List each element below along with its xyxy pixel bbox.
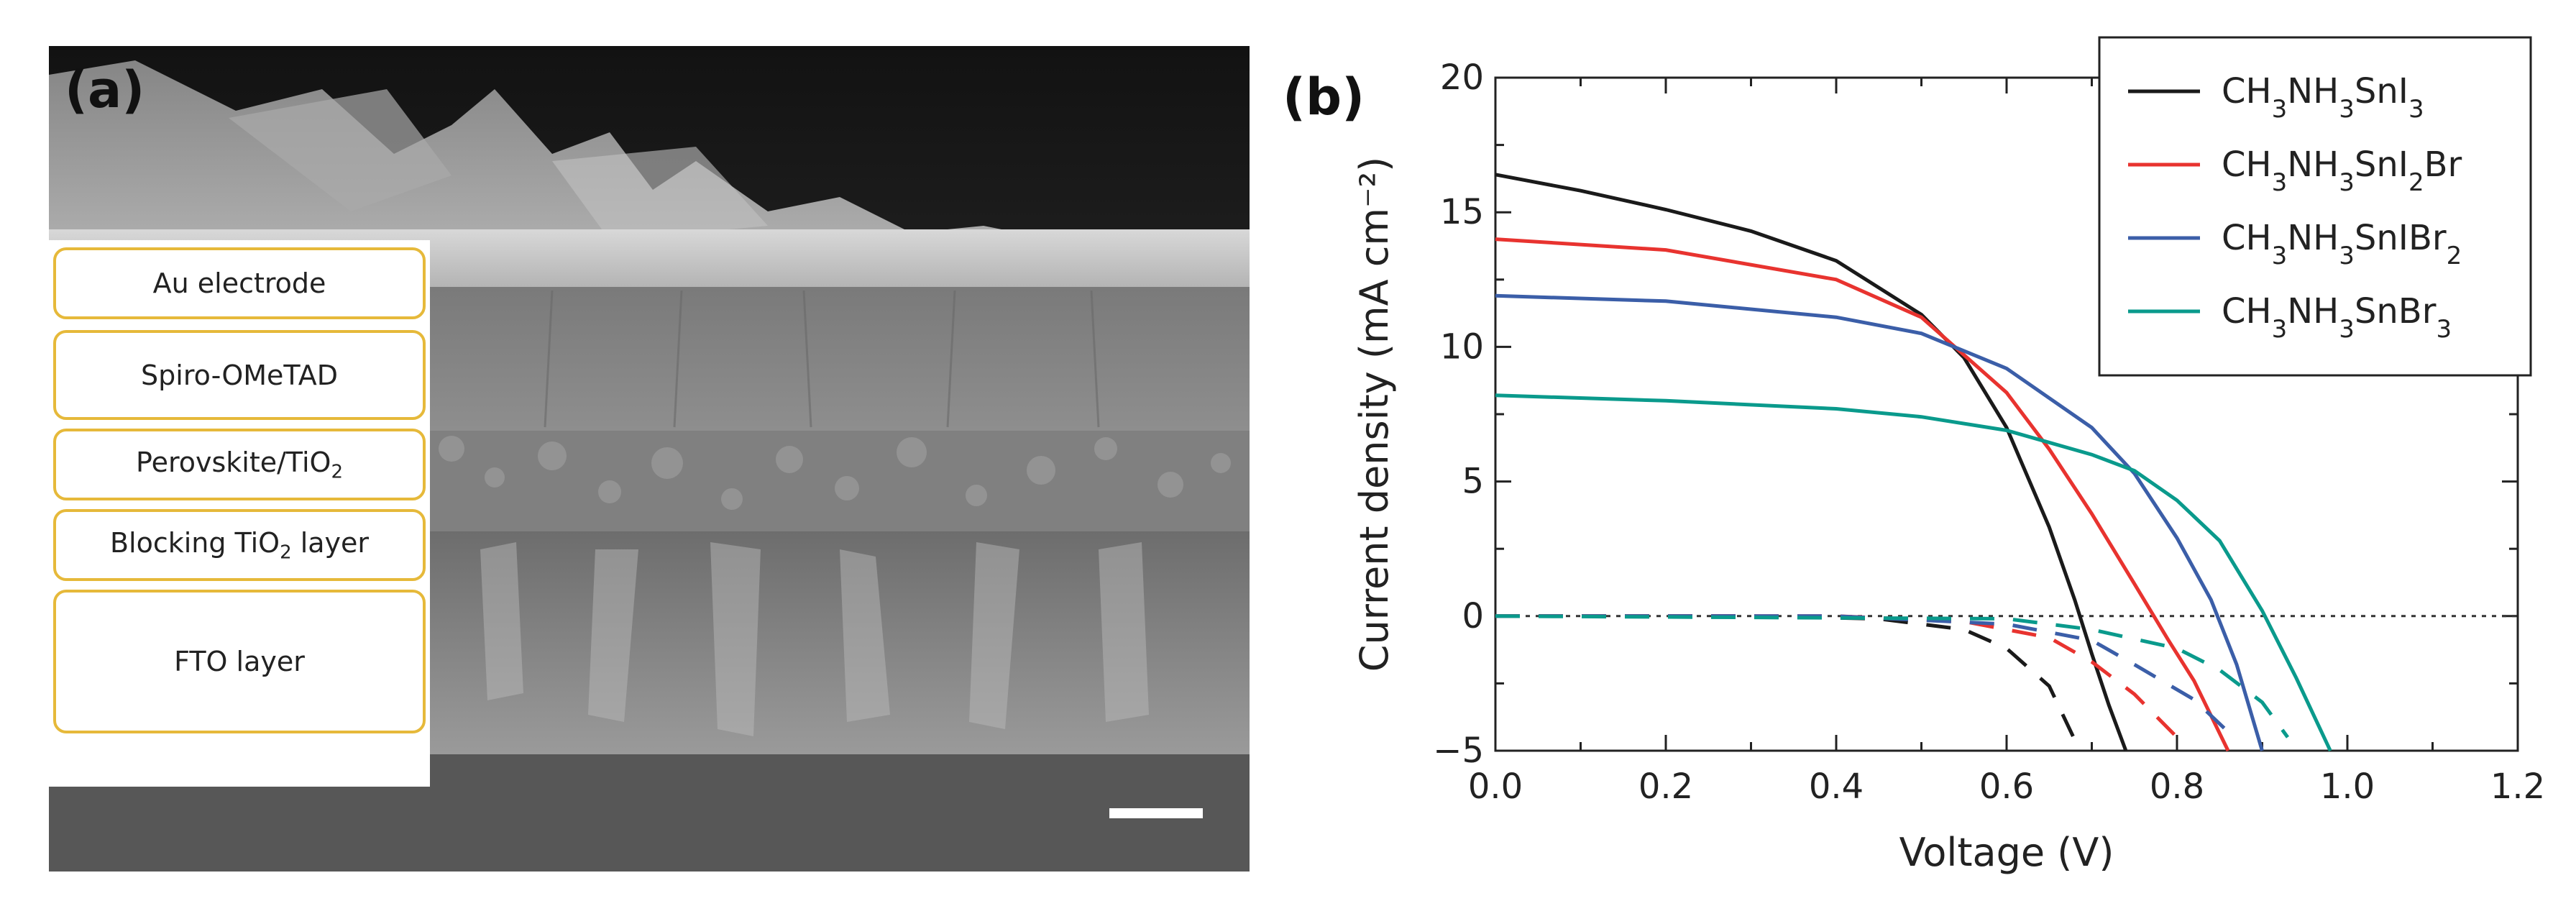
legend-label-2: CH3NH3SnIBr2 [2222, 218, 2462, 270]
x-tick-label: 0.2 [1638, 767, 1693, 807]
layer-label: Spiro-OMeTAD [141, 359, 338, 391]
legend-label-0: CH3NH3SnI3 [2222, 71, 2424, 124]
y-tick-label: 15 [1440, 192, 1484, 232]
y-tick-label: 5 [1462, 462, 1484, 502]
panel-a-label: (a) [65, 60, 145, 119]
jv-chart: 0.0 0.2 0.4 0.6 0.8 1.0 1.2 −5 0 5 10 15 20 Voltage (… [1352, 36, 2545, 875]
series-light-line-3 [1495, 393, 2332, 752]
legend-label-3: CH3NH3SnBr3 [2222, 291, 2452, 344]
x-tick-label: 1.2 [2490, 767, 2545, 807]
layer-label: FTO layer [174, 646, 305, 677]
x-axis-title: Voltage (V) [1899, 830, 2114, 875]
panel-b-label: (b) [1283, 68, 1365, 127]
layer-label: Perovskite/TiO2 [136, 446, 343, 483]
x-tick-label: 0.6 [1979, 767, 2034, 807]
jv-chart-panel: 0.0 0.2 0.4 0.6 0.8 1.0 1.2 −5 0 5 10 15 20 Voltage (… [1265, 0, 2576, 924]
y-tick-label: −5 [1433, 731, 1484, 771]
series-dark-line-2 [1495, 614, 2238, 741]
x-tick-label: 0.8 [2150, 767, 2204, 807]
layer-legend: Au electrode Spiro-OMeTAD Perovskite/TiO… [49, 240, 430, 787]
x-tick-label: 0.0 [1468, 767, 1523, 807]
series-light-line-2 [1495, 293, 2264, 751]
sem-image-panel: (a) Au electrode Spiro-OMeTAD Perovskite… [49, 46, 1250, 872]
layer-au-electrode: Au electrode [53, 247, 426, 319]
y-tick-label: 10 [1440, 326, 1484, 367]
layer-label: Blocking TiO2 layer [109, 526, 370, 564]
series-dark-line-0 [1495, 614, 2077, 741]
series-dark-line-3 [1495, 614, 2290, 738]
series-light-line-0 [1495, 173, 2128, 751]
x-tick-label: 1.0 [2320, 767, 2375, 807]
legend-label-1: CH3NH3SnI2Br [2222, 145, 2462, 197]
y-axis-title: Current density (mA cm⁻²) [1352, 157, 1397, 672]
layer-fto: FTO layer [53, 590, 426, 733]
x-tick-label: 0.4 [1809, 767, 1864, 807]
series-dark-line-1 [1495, 614, 2178, 739]
layer-spiro-ometad: Spiro-OMeTAD [53, 330, 426, 420]
series-light-line-1 [1495, 237, 2230, 752]
layer-perovskite-tio2: Perovskite/TiO2 [53, 429, 426, 500]
layer-blocking-tio2: Blocking TiO2 layer [53, 509, 426, 581]
layer-label: Au electrode [152, 267, 326, 299]
y-tick-label: 20 [1440, 58, 1484, 98]
scale-bar [1109, 808, 1203, 818]
legend-box [2098, 36, 2532, 377]
y-tick-label: 0 [1462, 596, 1484, 636]
